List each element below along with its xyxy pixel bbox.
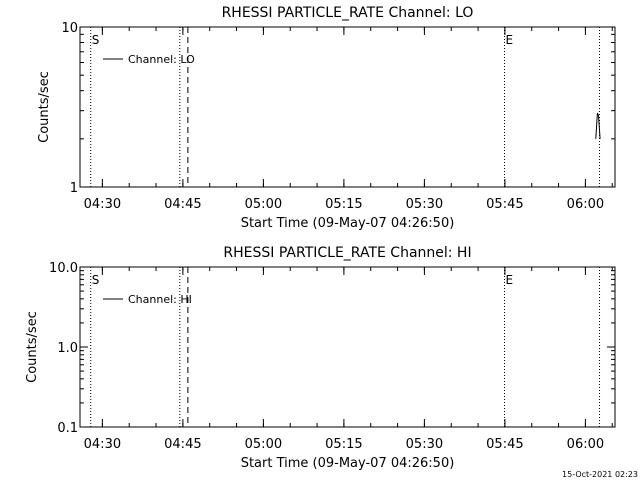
x-tick-label: 05:15 (325, 437, 362, 452)
legend-label: Channel: HI (128, 293, 192, 306)
chart-title: RHESSI PARTICLE_RATE Channel: HI (223, 245, 471, 261)
y-tick-label: 10.0 (49, 261, 78, 276)
y-tick-label: 1 (70, 181, 78, 196)
x-tick-label: 06:00 (567, 437, 604, 452)
panel-lo: RHESSI PARTICLE_RATE Channel: LO Start Ti… (37, 5, 616, 231)
chart-title: RHESSI PARTICLE_RATE Channel: LO (222, 5, 474, 21)
x-tick-label: 05:15 (325, 197, 362, 212)
y-tick-label: 10 (61, 21, 78, 36)
panel-hi: RHESSI PARTICLE_RATE Channel: HI Start Ti… (25, 245, 616, 471)
x-tick-label: 05:00 (245, 437, 282, 452)
y-axis-label: Counts/sec (25, 311, 40, 383)
x-tick-label: 04:45 (164, 437, 201, 452)
marker-label: S (92, 33, 100, 47)
plot-frame (79, 26, 616, 188)
x-tick-label: 05:00 (245, 197, 282, 212)
plot-frame (79, 266, 616, 428)
y-tick-label: 0.1 (57, 421, 78, 436)
x-axis-label: Start Time (09-May-07 04:26:50) (241, 456, 455, 471)
x-axis-label: Start Time (09-May-07 04:26:50) (241, 216, 455, 231)
footer-timestamp: 15-Oct-2021 02:23 (562, 470, 638, 479)
x-tick-label: 05:30 (406, 437, 443, 452)
marker-label: S (92, 273, 100, 287)
legend-label: Channel: LO (128, 53, 195, 66)
x-tick-label: 04:30 (84, 437, 121, 452)
x-tick-label: 05:45 (486, 197, 523, 212)
marker-label: E (506, 33, 514, 47)
x-tick-label: 05:45 (486, 437, 523, 452)
x-tick-label: 04:30 (84, 197, 121, 212)
y-axis-label: Counts/sec (37, 71, 52, 143)
y-tick-label: 1.0 (57, 341, 78, 356)
x-tick-label: 06:00 (567, 197, 604, 212)
data-series-line (595, 112, 601, 139)
x-tick-label: 04:45 (164, 197, 201, 212)
marker-label: E (506, 273, 514, 287)
x-tick-label: 05:30 (406, 197, 443, 212)
